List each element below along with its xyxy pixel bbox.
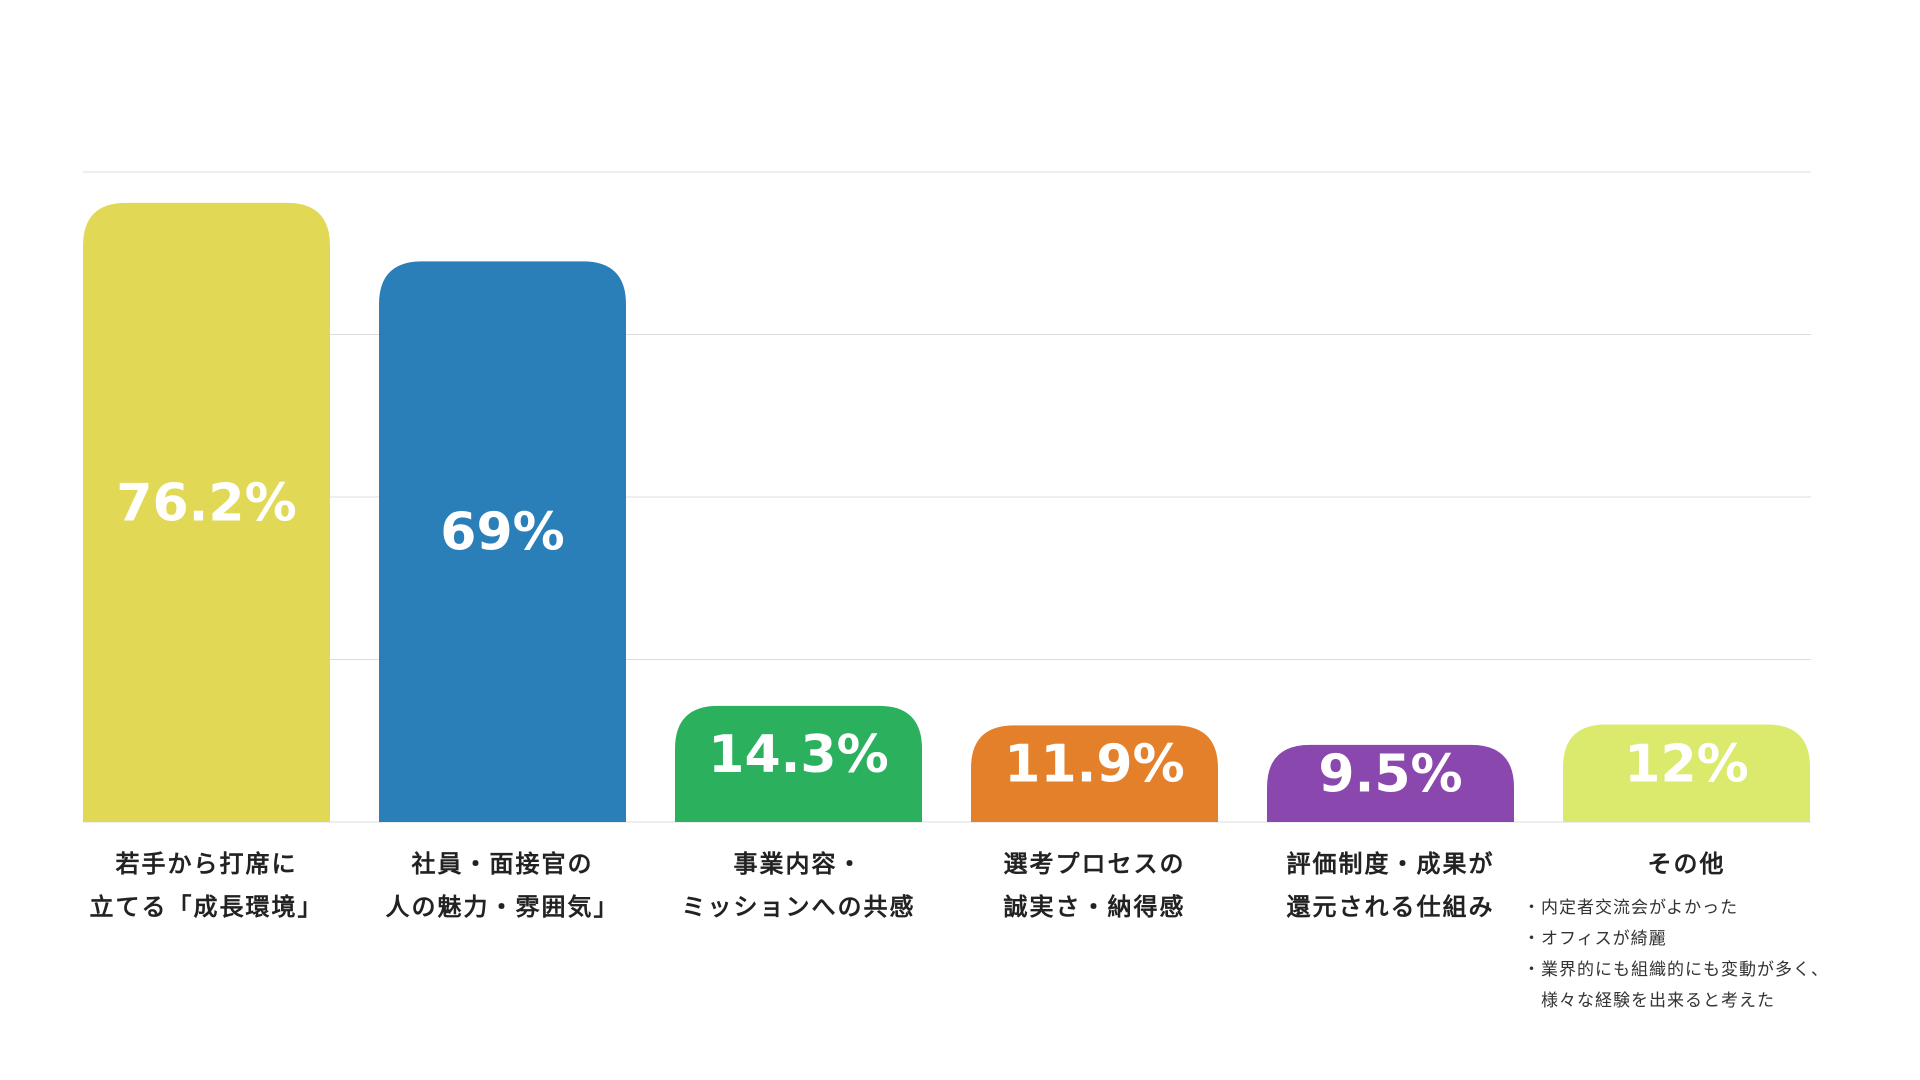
bar: [83, 202, 330, 822]
value-label: 9.5%: [1318, 744, 1462, 804]
note: ・内定者交流会がよかった: [1523, 898, 1739, 918]
bar: [971, 725, 1218, 822]
category-label: 選考プロセスの 誠実さ・納得感: [1003, 850, 1186, 921]
note: ・業界的にも組織的にも変動が多く、 様々な経験を出来ると考えた: [1523, 960, 1829, 1011]
value-label: 76.2%: [116, 473, 296, 533]
note: ・オフィスが綺麗: [1523, 929, 1667, 949]
category-label: 事業内容・ ミッションへの共感: [681, 850, 916, 921]
bar: [1267, 744, 1514, 822]
value-label: 14.3%: [708, 725, 888, 785]
value-label: 11.9%: [1004, 735, 1184, 795]
category-label: 評価制度・成果が 還元される仕組み: [1286, 850, 1495, 921]
value-label: 69%: [440, 503, 564, 563]
bar: [1563, 724, 1810, 822]
value-label: 12%: [1624, 734, 1748, 794]
bar: [379, 261, 626, 822]
category-label: 社員・面接官の 人の魅力・雰囲気」: [385, 850, 620, 921]
category-label: その他: [1647, 850, 1726, 878]
bar: [675, 705, 922, 822]
category-label: 若手から打席に 立てる「成長環境」: [89, 850, 324, 921]
